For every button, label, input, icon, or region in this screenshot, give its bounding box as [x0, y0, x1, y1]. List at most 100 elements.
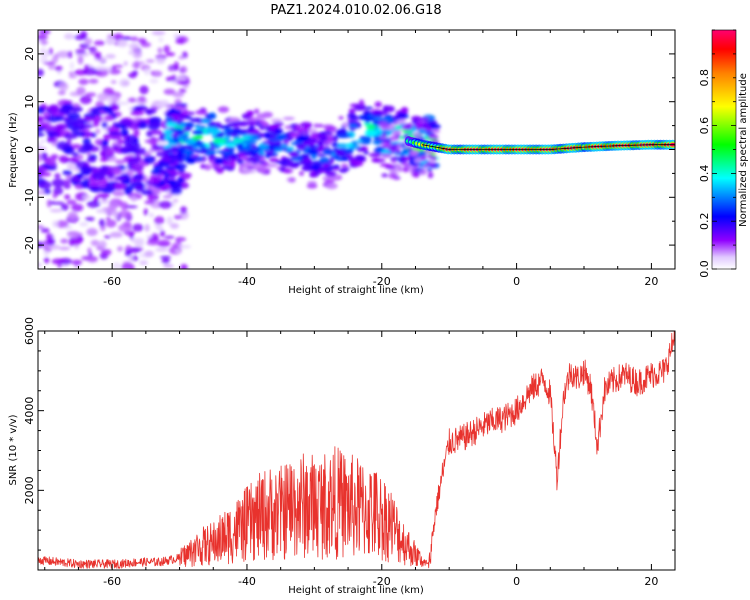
spectrogram-cell — [316, 133, 328, 140]
spectrogram-cell — [62, 169, 73, 176]
spectrogram-cell — [125, 249, 132, 257]
spectrogram-cell — [72, 152, 79, 157]
spectrogram-cell — [145, 234, 153, 239]
spectrogram-cell — [159, 230, 165, 238]
spectrogram-cell — [106, 217, 111, 221]
spectrogram-cell — [132, 173, 145, 181]
spectrogram-cell — [170, 128, 184, 133]
spectrogram-cell — [141, 189, 153, 196]
spectrogram-cell — [71, 203, 84, 212]
spectrogram-cell — [414, 122, 423, 129]
spectrogram-cell — [145, 59, 155, 63]
spectrogram-cell — [345, 143, 354, 148]
spectrogram-cell — [317, 140, 324, 147]
spectrogram-cell — [364, 129, 378, 137]
spectrogram-cell — [39, 57, 49, 63]
spectrogram-cell — [157, 47, 163, 54]
spectrogram-cell — [171, 113, 179, 118]
spectrogram-cell — [54, 173, 61, 179]
spectrogram-cell — [134, 184, 144, 193]
spectrogram-cell — [167, 154, 180, 159]
spectrogram-cell — [122, 81, 129, 86]
spectrogram-cell — [67, 112, 81, 120]
spectrogram-cell — [159, 255, 172, 259]
spectrogram-cell — [328, 137, 335, 142]
spectrogram-cell — [70, 144, 82, 149]
top-y-axis-label: Frequency (Hz) — [8, 112, 19, 188]
spectrogram-cell — [48, 104, 60, 114]
spectrogram-cell — [246, 110, 255, 116]
spectrogram-cell — [173, 157, 185, 162]
spectrogram-cell — [56, 50, 71, 59]
spectrogram-cell — [174, 61, 179, 71]
spectrogram-cell — [376, 128, 382, 133]
spectrogram-cell — [400, 106, 409, 114]
spectrogram-cell — [42, 61, 55, 65]
spectrogram-cell — [38, 165, 48, 173]
spectrogram-cell — [93, 40, 106, 46]
spectrogram-cell — [38, 132, 45, 137]
spectrogram-cell — [179, 65, 188, 74]
spectrogram-cell — [149, 78, 159, 84]
spectrogram-cell — [241, 134, 253, 139]
spectrogram-cell — [75, 49, 87, 55]
spectrogram-cell — [38, 68, 44, 77]
top-x-tick-label: -60 — [103, 275, 121, 288]
spectrogram-cell — [158, 140, 167, 146]
spectrogram-cell — [259, 168, 267, 174]
spectrogram-cell — [261, 162, 270, 166]
spectrogram-cell — [383, 142, 392, 149]
spectrogram-cell — [161, 258, 170, 264]
spectrogram-cell — [122, 36, 132, 41]
spectrogram-cell — [259, 149, 265, 156]
spectrogram-cell — [213, 158, 224, 165]
spectrogram-cell — [338, 116, 344, 120]
spectrogram-cell — [412, 131, 422, 138]
spectrogram-cell — [363, 150, 369, 155]
spectrogram-cell — [164, 235, 175, 239]
spectrogram-cell — [55, 115, 65, 122]
spectrogram-cell — [47, 131, 60, 138]
spectrogram-cell — [248, 123, 255, 131]
spectrogram-cell — [251, 158, 259, 165]
spectrogram-cell — [337, 129, 348, 135]
spectrogram-cell — [363, 121, 371, 126]
spectrogram-cell — [324, 171, 337, 176]
spectrogram-cell — [221, 160, 232, 166]
spectrogram-cell — [130, 196, 137, 202]
spectrogram-cell — [143, 208, 148, 216]
spectrogram-cell — [217, 142, 225, 147]
spectrogram-cell — [175, 249, 181, 253]
spectrogram-cell — [206, 127, 220, 134]
colorbar-ticks: 0.0 0.2 0.4 0.6 0.8 — [698, 29, 736, 278]
spectrogram-cell — [88, 46, 97, 53]
spectrogram-cell — [319, 156, 330, 163]
spectrogram-cell — [340, 156, 350, 162]
spectrogram-cell — [102, 107, 113, 113]
spectrogram-cell — [63, 33, 75, 40]
spectrogram-cell — [52, 220, 59, 228]
spectrogram-cell — [109, 68, 121, 75]
spectrogram-cell — [162, 156, 172, 163]
spectrogram-cell — [290, 157, 303, 161]
spectrogram-cell — [176, 80, 189, 85]
spectrogram-cell — [230, 160, 236, 168]
spectrogram-cell — [128, 256, 134, 262]
spectrogram-cell — [47, 244, 61, 250]
spectrogram-cell — [80, 143, 94, 151]
spectrogram-cell — [166, 179, 177, 185]
spectrogram-cell — [95, 128, 101, 135]
spectrogram-cell — [111, 166, 122, 176]
spectrogram-cell — [74, 244, 80, 250]
spectrogram-cell — [322, 176, 328, 180]
spectrogram-cell — [85, 92, 97, 97]
spectrogram-cell — [132, 106, 144, 112]
spectrogram-cell — [310, 160, 324, 165]
spectrogram-cell — [246, 166, 255, 170]
spectrogram-cell — [53, 201, 65, 205]
spectrogram-cell — [288, 151, 300, 157]
spectrogram-cell — [418, 169, 428, 176]
spectrogram-cell — [300, 153, 310, 160]
spectrogram-cell — [330, 142, 339, 148]
spectrogram-cell — [288, 163, 300, 168]
